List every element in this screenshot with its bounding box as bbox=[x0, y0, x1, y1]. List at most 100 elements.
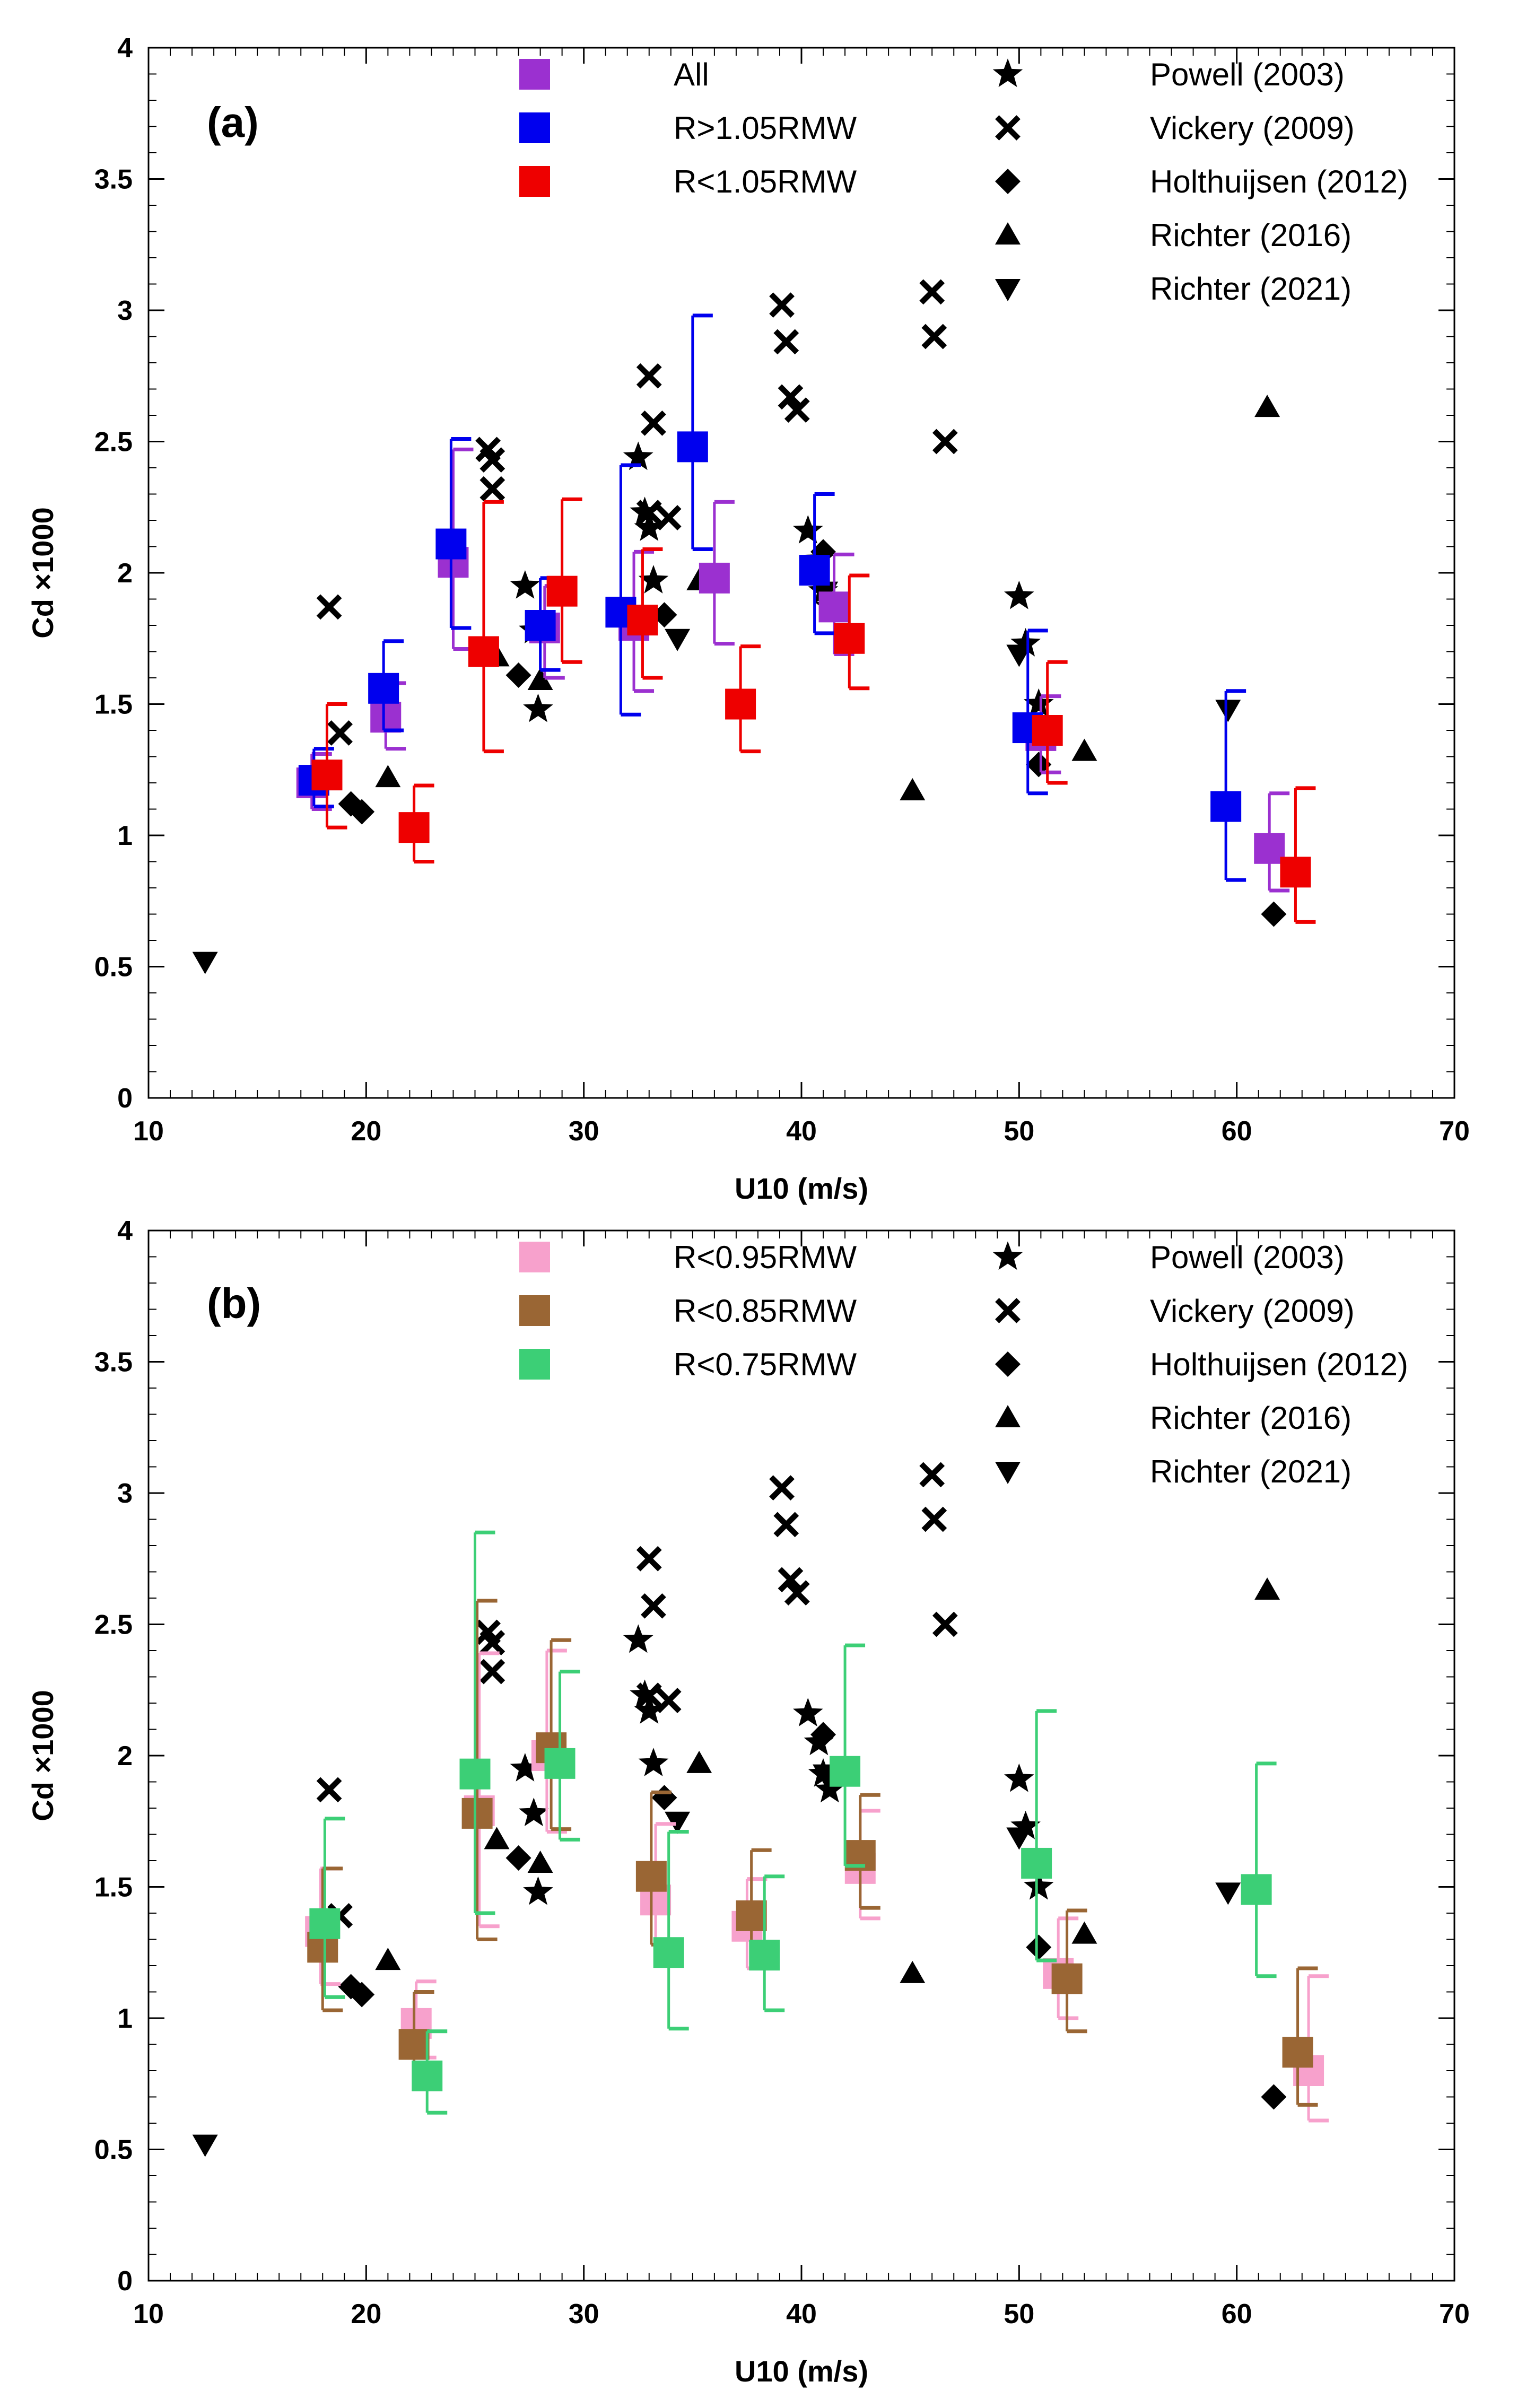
legend-item-richter-2021: Richter (2021) bbox=[995, 271, 1351, 307]
data-square bbox=[368, 673, 399, 704]
legend-label: Richter (2021) bbox=[1150, 1454, 1351, 1489]
x-axis-label: U10 (m/s) bbox=[735, 1172, 868, 1205]
legend-label: Holthuijsen (2012) bbox=[1150, 164, 1408, 199]
data-square bbox=[1282, 2037, 1313, 2068]
series-vickery-2009 bbox=[316, 1462, 958, 1929]
legend-marker bbox=[995, 1298, 1021, 1323]
y-tick-label: 2.5 bbox=[94, 1610, 133, 1641]
y-axis-label: Cd ×1000 bbox=[26, 507, 59, 639]
y-tick-label: 0.5 bbox=[94, 952, 133, 983]
data-square bbox=[435, 528, 467, 560]
data-square bbox=[398, 2029, 430, 2060]
y-tick-label: 2 bbox=[117, 1741, 133, 1772]
data-square bbox=[459, 1758, 491, 1790]
series-richter-2016 bbox=[375, 1577, 1280, 1983]
legend-marker bbox=[519, 1295, 550, 1326]
powell-2003-point bbox=[1024, 1871, 1054, 1900]
y-axis-label: Cd ×1000 bbox=[26, 1690, 59, 1821]
holthuijsen-2012-point bbox=[1261, 2084, 1287, 2110]
richter-2021-point bbox=[1006, 1827, 1032, 1850]
legend-marker bbox=[519, 59, 550, 90]
data-square bbox=[1254, 833, 1285, 864]
legend-label: Vickery (2009) bbox=[1150, 1293, 1355, 1329]
holthuijsen-2012-point bbox=[505, 662, 531, 688]
vickery-2009-point bbox=[656, 1688, 682, 1713]
holthuijsen-2012-point bbox=[349, 1982, 375, 2008]
data-square bbox=[1210, 791, 1242, 822]
powell-2003-point bbox=[623, 1624, 653, 1653]
legend-marker bbox=[992, 1241, 1023, 1270]
legend-label: Richter (2016) bbox=[1150, 217, 1351, 253]
x-tick-label: 40 bbox=[786, 2299, 817, 2330]
richter-2016-point bbox=[900, 1960, 926, 1983]
richter-2016-point bbox=[375, 1948, 401, 1970]
powell-2003-point bbox=[1010, 627, 1041, 657]
data-square bbox=[627, 605, 658, 636]
y-tick-label: 4 bbox=[117, 33, 133, 64]
legend-label: Powell (2003) bbox=[1150, 1240, 1345, 1275]
legend-marker bbox=[992, 58, 1023, 88]
legend-label: Powell (2003) bbox=[1150, 57, 1345, 92]
data-square bbox=[725, 688, 756, 720]
series-richter-2021 bbox=[192, 1764, 1241, 2157]
y-tick-label: 0.5 bbox=[94, 2135, 133, 2166]
powell-2003-point bbox=[1010, 1810, 1041, 1839]
legend-item-all: All bbox=[519, 57, 709, 92]
data-square bbox=[799, 555, 830, 586]
x-tick-label: 70 bbox=[1439, 2299, 1470, 2330]
panel-label: (b) bbox=[207, 1280, 261, 1327]
y-tick-label: 0 bbox=[117, 2266, 133, 2297]
holthuijsen-2012-point bbox=[651, 602, 677, 628]
panel-label: (a) bbox=[207, 99, 259, 146]
legend-marker bbox=[519, 1242, 550, 1272]
panel-b: 10 20 30 40 50 60 70 0 0.5 1 1.5 2 2.5 3 3.5 4 U10 (m/s)… bbox=[26, 1216, 1470, 2388]
holthuijsen-2012-point bbox=[349, 799, 375, 825]
legend-item-richter-2016: Richter (2016) bbox=[995, 217, 1351, 253]
powell-2003-point bbox=[510, 1753, 540, 1782]
legend-label: Holthuijsen (2012) bbox=[1150, 1347, 1408, 1382]
powell-2003-point bbox=[523, 1876, 553, 1905]
x-axis-label: U10 (m/s) bbox=[735, 2354, 868, 2388]
y-tick-label: 3 bbox=[117, 295, 133, 326]
powell-2003-point bbox=[523, 693, 553, 722]
data-square bbox=[309, 1908, 341, 1939]
legend-label: All bbox=[674, 57, 709, 92]
x-tick-label: 20 bbox=[351, 2299, 381, 2330]
legend: R<0.95RMW R<0.85RMW R<0.75RMW Powell (2003)… bbox=[519, 1240, 1408, 1489]
data-square bbox=[398, 812, 430, 843]
data-square bbox=[525, 610, 556, 641]
powell-2003-point bbox=[793, 515, 823, 544]
legend-marker bbox=[995, 1462, 1021, 1484]
vickery-2009-point bbox=[932, 429, 958, 455]
data-square bbox=[635, 1861, 667, 1892]
richter-2016-point bbox=[527, 1850, 553, 1873]
legend-item-r-1-05rmw: R>1.05RMW bbox=[519, 110, 857, 146]
richter-2021-point bbox=[1215, 700, 1241, 722]
data-square bbox=[699, 562, 730, 594]
vickery-2009-point bbox=[773, 1512, 799, 1538]
vickery-2009-point bbox=[784, 1580, 810, 1606]
series-holthuijsen-2012 bbox=[338, 539, 1287, 927]
x-tick-label: 30 bbox=[569, 1116, 599, 1147]
y-tick-label: 1.5 bbox=[94, 690, 133, 720]
y-tick-label: 3.5 bbox=[94, 164, 133, 195]
legend-item-holthuijsen-2012: Holthuijsen (2012) bbox=[995, 164, 1408, 199]
richter-2016-point bbox=[375, 765, 401, 788]
x-tick-label: 60 bbox=[1222, 2299, 1252, 2330]
legend-label: Vickery (2009) bbox=[1150, 110, 1355, 146]
vickery-2009-point bbox=[479, 476, 505, 502]
richter-2021-point bbox=[1215, 1882, 1241, 1905]
vickery-2009-point bbox=[636, 1546, 662, 1572]
legend-label: Richter (2016) bbox=[1150, 1400, 1351, 1436]
legend-label: R<0.85RMW bbox=[674, 1293, 857, 1329]
vickery-2009-point bbox=[769, 1475, 795, 1500]
legend-item-r-0-95rmw: R<0.95RMW bbox=[519, 1240, 857, 1275]
legend-label: R<0.95RMW bbox=[674, 1240, 857, 1275]
x-tick-label: 30 bbox=[569, 2299, 599, 2330]
y-tick-label: 1 bbox=[117, 2003, 133, 2034]
vickery-2009-point bbox=[327, 720, 353, 746]
x-tick-label: 40 bbox=[786, 1116, 817, 1147]
holthuijsen-2012-point bbox=[810, 1722, 836, 1748]
data-square bbox=[546, 575, 578, 607]
vickery-2009-point bbox=[769, 292, 795, 318]
